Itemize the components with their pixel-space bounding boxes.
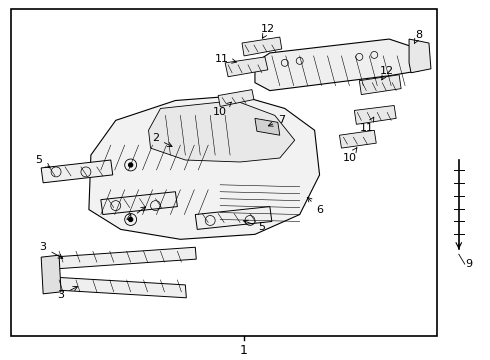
Circle shape: [129, 163, 133, 167]
Polygon shape: [242, 37, 282, 56]
Text: 9: 9: [465, 259, 472, 269]
Text: 3: 3: [57, 287, 77, 300]
Text: 5: 5: [244, 220, 266, 233]
Polygon shape: [340, 130, 376, 148]
Polygon shape: [101, 192, 177, 215]
Polygon shape: [354, 105, 396, 124]
Bar: [11, 9, 437, 337]
Text: 11: 11: [360, 117, 374, 133]
Circle shape: [129, 217, 133, 221]
Polygon shape: [359, 75, 401, 95]
Polygon shape: [41, 160, 113, 183]
Text: 12: 12: [261, 24, 275, 38]
Polygon shape: [218, 90, 254, 107]
Polygon shape: [41, 255, 61, 294]
Text: 1: 1: [240, 344, 248, 357]
Polygon shape: [409, 39, 431, 73]
Polygon shape: [196, 207, 272, 229]
Text: 4: 4: [125, 207, 146, 225]
Polygon shape: [255, 118, 280, 135]
Text: 7: 7: [269, 115, 285, 126]
Text: 11: 11: [215, 54, 236, 64]
Text: 12: 12: [380, 66, 394, 80]
Polygon shape: [148, 100, 294, 162]
Text: 8: 8: [415, 30, 422, 43]
Text: 2: 2: [152, 133, 172, 147]
Polygon shape: [51, 277, 186, 298]
Text: 5: 5: [36, 155, 50, 168]
Text: 10: 10: [343, 148, 357, 163]
Polygon shape: [89, 95, 319, 239]
Text: 3: 3: [40, 242, 63, 258]
Text: 10: 10: [213, 102, 231, 117]
Polygon shape: [51, 247, 196, 269]
Polygon shape: [225, 57, 268, 77]
Polygon shape: [255, 39, 419, 91]
Text: 6: 6: [307, 197, 323, 215]
